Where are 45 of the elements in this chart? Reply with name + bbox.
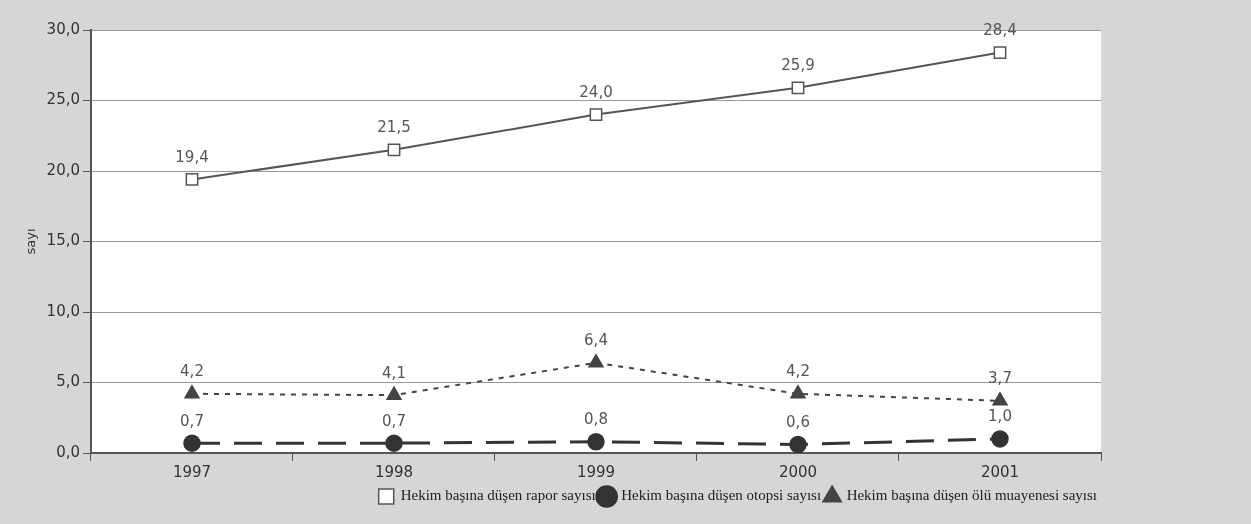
point: [185, 173, 199, 186]
data-label: 24,0: [579, 82, 613, 101]
data-label: 6,4: [584, 331, 608, 350]
data-label: 4,1: [382, 363, 406, 382]
point: [183, 434, 201, 452]
point: [184, 385, 200, 399]
x-tick-label: 1998: [374, 462, 414, 481]
point: [790, 385, 806, 399]
point: [589, 108, 603, 122]
y-tick-label: 0,0: [56, 442, 80, 461]
y-tick-label: 30,0: [46, 19, 80, 38]
point: [789, 435, 807, 453]
data-label: 28,4: [983, 20, 1017, 39]
point: [992, 392, 1008, 406]
data-label: 4,2: [786, 362, 810, 381]
point: [791, 81, 805, 95]
legend-label: Hekim başına düşen ölü muayenesi sayısı: [846, 487, 1097, 504]
x-tick-label: 1999: [576, 462, 616, 481]
data-label: 0,6: [786, 412, 810, 431]
data-label: 0,7: [180, 411, 204, 430]
legend-label: Hekim başına düşen otopsi sayısı: [621, 487, 822, 504]
data-label: 25,9: [781, 56, 815, 75]
y-tick-label: 20,0: [46, 160, 80, 179]
point: [386, 386, 402, 400]
x-tick-label: 2000: [778, 462, 818, 481]
point: [991, 430, 1009, 448]
data-label: 21,5: [377, 118, 411, 137]
y-tick-label: 5,0: [56, 372, 80, 391]
point: [385, 434, 403, 452]
point: [387, 143, 401, 157]
point: [588, 354, 604, 368]
x-tick-label: 2001: [980, 462, 1020, 481]
data-label: 4,2: [180, 362, 204, 381]
data-label: 0,7: [382, 411, 406, 430]
data-label: 19,4: [175, 147, 209, 166]
y-axis-title: sayı: [23, 228, 39, 255]
x-tick-label: 1997: [172, 462, 212, 481]
data-label: 1,0: [988, 407, 1012, 426]
y-tick-label: 10,0: [46, 301, 80, 320]
data-label: 0,8: [584, 410, 608, 429]
y-tick-label: 25,0: [46, 90, 80, 109]
point: [587, 432, 605, 451]
point: [993, 46, 1007, 59]
legend-label: Hekim başına düşen rapor sayısı: [400, 487, 596, 504]
y-tick-label: 15,0: [46, 231, 80, 250]
